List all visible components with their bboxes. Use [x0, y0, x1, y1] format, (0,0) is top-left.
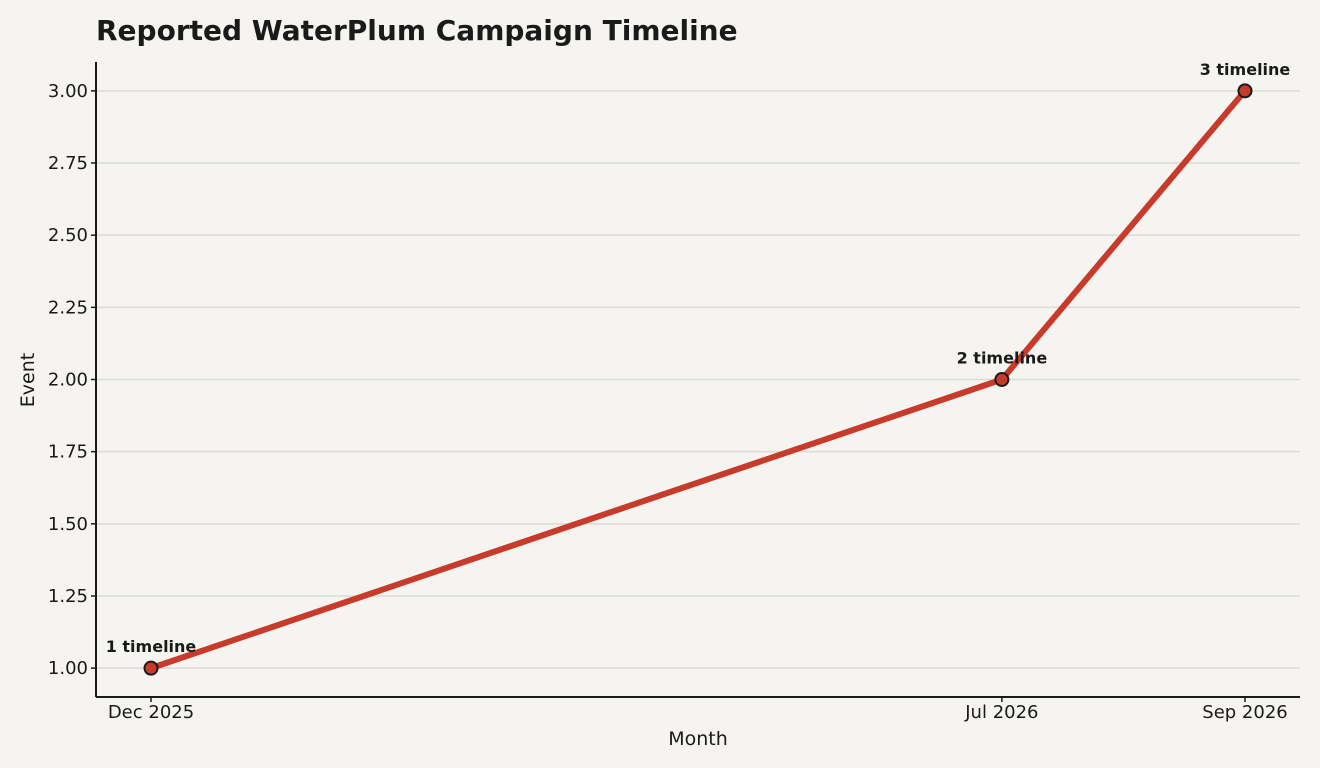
data-point — [1237, 83, 1253, 99]
grid-lines — [96, 90, 1300, 669]
y-tick-label: 2.00 — [48, 370, 88, 391]
x-tick-label: Jul 2026 — [964, 702, 1038, 723]
data-points — [143, 83, 1253, 676]
y-tick-labels: 1.00 1.25 1.50 1.75 2.00 2.25 2.50 2.75 3.00 — [48, 81, 96, 679]
y-tick-label: 1.00 — [48, 658, 88, 679]
data-label: 2 timeline — [957, 349, 1048, 368]
y-tick-label: 1.50 — [48, 514, 88, 535]
x-axis-label: Month — [668, 728, 728, 750]
x-tick-label: Dec 2025 — [108, 702, 194, 723]
y-tick-label: 2.75 — [48, 153, 88, 174]
data-labels: 1 timeline 2 timeline 3 timeline — [106, 60, 1291, 656]
y-tick-label: 3.00 — [48, 81, 88, 102]
data-label: 3 timeline — [1200, 60, 1291, 79]
y-tick-label: 1.75 — [48, 442, 88, 463]
y-tick-label: 1.25 — [48, 586, 88, 607]
data-point — [143, 660, 159, 676]
x-tick-labels: Dec 2025 Jul 2026 Sep 2026 — [108, 697, 1288, 723]
y-axis-label: Event — [17, 353, 39, 407]
x-tick-label: Sep 2026 — [1202, 702, 1287, 723]
data-point — [994, 372, 1010, 387]
chart-title: Reported WaterPlum Campaign Timeline — [96, 14, 738, 47]
data-label: 1 timeline — [106, 637, 197, 656]
y-tick-label: 2.25 — [48, 297, 88, 318]
y-tick-label: 2.50 — [48, 225, 88, 246]
